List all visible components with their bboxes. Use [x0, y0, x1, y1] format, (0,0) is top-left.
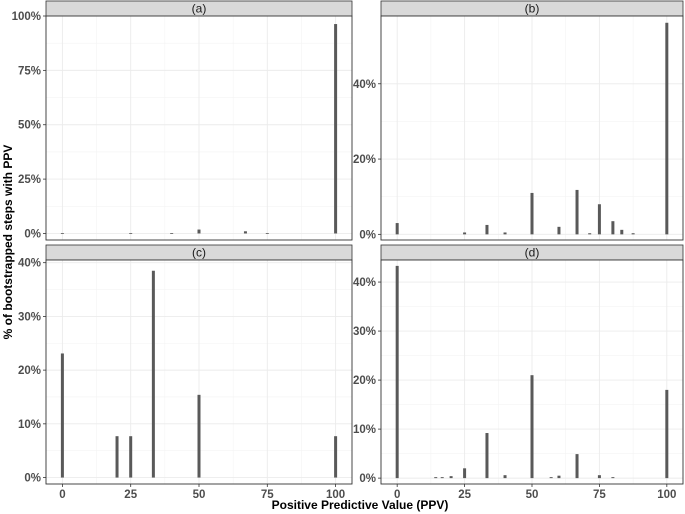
- x-tick-label: 0: [59, 489, 65, 501]
- bar: [575, 454, 579, 479]
- panel-border: [45, 15, 353, 241]
- y-tick-label: 0%: [24, 473, 41, 485]
- y-axis-title: % of bootstrapped steps with PPV: [1, 145, 15, 340]
- panel-3: (c) 0% 10% 20% 30% 40% 0 25 50 75 100: [18, 244, 353, 501]
- y-tick-label: 40%: [353, 79, 376, 91]
- bar: [631, 233, 635, 235]
- x-tick-label: 0: [394, 489, 400, 501]
- bar: [549, 477, 553, 479]
- x-tick-label: 50: [193, 489, 206, 501]
- panel-2: (b) 0% 20% 40%: [353, 0, 684, 241]
- bar: [557, 475, 561, 479]
- facet-strip-label: (a): [192, 2, 207, 16]
- y-tick-label: 0%: [24, 228, 41, 240]
- y-tick-label: 10%: [353, 424, 376, 436]
- bar: [440, 477, 444, 479]
- bar: [588, 233, 592, 235]
- y-tick-label: 40%: [353, 277, 376, 289]
- panel-1: (a) 0% 25% 50% 75% 100%: [12, 0, 353, 241]
- bar: [60, 353, 64, 478]
- facet-strip-label: (c): [192, 246, 206, 260]
- y-tick-label: 0%: [359, 229, 376, 241]
- panel-4: (d) 0% 10% 20% 30% 40% 0 25 50 75 100: [353, 244, 684, 501]
- bar: [463, 468, 467, 479]
- x-tick-label: 25: [458, 489, 471, 501]
- bar: [265, 233, 269, 234]
- bar: [557, 226, 561, 235]
- panel-border: [380, 15, 684, 241]
- facet-strip-label: (d): [525, 246, 540, 260]
- bar: [115, 436, 119, 478]
- bar: [151, 270, 155, 478]
- y-tick-label: 30%: [18, 311, 41, 323]
- bar: [243, 231, 247, 234]
- bar: [395, 265, 399, 479]
- panel-border: [380, 259, 684, 485]
- bar: [449, 476, 453, 479]
- bar: [485, 224, 489, 235]
- x-tick-label: 75: [593, 489, 606, 501]
- y-tick-label: 75%: [18, 65, 41, 77]
- x-tick-label: 100: [326, 489, 345, 501]
- bar: [665, 22, 669, 235]
- x-tick-label: 100: [657, 489, 676, 501]
- bar: [170, 233, 174, 234]
- bar: [575, 189, 579, 235]
- y-tick-label: 20%: [353, 154, 376, 166]
- bar: [611, 477, 615, 479]
- y-tick-label: 20%: [353, 375, 376, 387]
- x-tick-label: 50: [526, 489, 539, 501]
- y-tick-label: 50%: [18, 120, 41, 132]
- y-tick-label: 40%: [18, 258, 41, 270]
- y-tick-label: 25%: [18, 174, 41, 186]
- bar: [530, 375, 534, 479]
- y-tick-label: 20%: [18, 365, 41, 377]
- bar: [597, 475, 601, 479]
- bar: [503, 475, 507, 479]
- facet-strip-label: (b): [525, 2, 540, 16]
- bar: [129, 233, 133, 234]
- y-tick-label: 30%: [353, 326, 376, 338]
- bar: [60, 233, 64, 234]
- bar: [463, 232, 467, 235]
- y-tick-label: 100%: [12, 11, 41, 23]
- bar: [503, 232, 507, 235]
- bar: [334, 24, 338, 234]
- x-tick-label: 75: [261, 489, 274, 501]
- bar: [129, 436, 133, 478]
- bar: [597, 204, 601, 235]
- bar: [530, 192, 534, 235]
- bar: [197, 394, 201, 478]
- chart-panels: (a) 0% 25% 50% 75% 100% (b) 0% 20% 40% (c) 0% 10% 20%…: [12, 0, 684, 501]
- bar: [434, 477, 438, 479]
- x-axis-title: Positive Predictive Value (PPV): [272, 498, 449, 512]
- bar: [485, 433, 489, 479]
- y-tick-label: 10%: [18, 419, 41, 431]
- bar: [395, 223, 399, 235]
- bar: [197, 229, 201, 234]
- bar: [620, 229, 624, 235]
- bar: [665, 389, 669, 479]
- bar: [334, 436, 338, 478]
- panel-border: [45, 259, 353, 485]
- y-tick-label: 0%: [359, 473, 376, 485]
- bar: [611, 221, 615, 235]
- x-tick-label: 25: [124, 489, 137, 501]
